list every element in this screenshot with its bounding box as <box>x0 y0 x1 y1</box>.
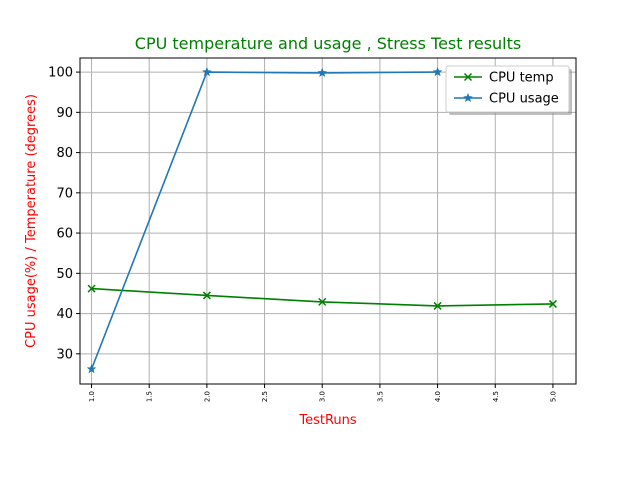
x-tick-label: 2.5 <box>261 391 269 402</box>
series-line <box>90 71 438 370</box>
y-tick-label: 30 <box>56 347 73 362</box>
x-tick-label: 4.0 <box>434 391 442 402</box>
chart-title: CPU temperature and usage , Stress Test … <box>135 34 521 53</box>
data-point <box>86 363 97 374</box>
data-point <box>433 301 442 310</box>
x-tick-label: 5.0 <box>549 391 557 402</box>
data-point <box>463 92 473 103</box>
data-point <box>202 291 211 300</box>
series-layer <box>86 66 557 374</box>
legend-label: CPU temp <box>489 71 554 86</box>
legend-item: CPU temp <box>454 71 554 86</box>
y-tick-label: 100 <box>48 66 73 81</box>
legend-label: CPU usage <box>489 92 559 107</box>
data-point <box>548 299 557 308</box>
y-tick-label: 50 <box>56 267 73 282</box>
data-point <box>317 67 328 78</box>
legend: CPU temp CPU usage <box>445 65 572 115</box>
x-tick-label: 1.0 <box>88 391 96 402</box>
y-tick-label: 60 <box>56 227 73 242</box>
x-tick-label: 3.5 <box>376 391 384 402</box>
y-axis-label: CPU usage(%) / Temperature (degrees) <box>24 94 39 348</box>
x-axis-label: TestRuns <box>298 413 357 428</box>
data-point <box>201 66 212 77</box>
series-cpu-usage <box>86 66 443 374</box>
x-tick-label: 4.5 <box>492 391 500 402</box>
y-tick-label: 40 <box>56 307 73 322</box>
y-tick-label: 90 <box>56 106 73 121</box>
plot-frame <box>79 57 577 385</box>
data-point <box>87 284 96 293</box>
x-tick-label: 3.0 <box>319 391 327 402</box>
data-point <box>463 72 473 82</box>
x-tick-label: 1.5 <box>146 391 154 402</box>
data-point <box>432 66 443 77</box>
y-tick-label: 80 <box>56 146 73 161</box>
series-cpu-temp <box>87 284 557 310</box>
data-point <box>318 297 327 306</box>
y-tick-label: 70 <box>56 186 73 201</box>
ticks: 1.0 1.5 2.0 2.5 3.0 3.5 4.0 4.5 5.0 30 40 50 60 70 80 9… <box>48 66 557 403</box>
x-tick-label: 2.0 <box>203 391 211 402</box>
legend-item: CPU usage <box>454 92 559 107</box>
